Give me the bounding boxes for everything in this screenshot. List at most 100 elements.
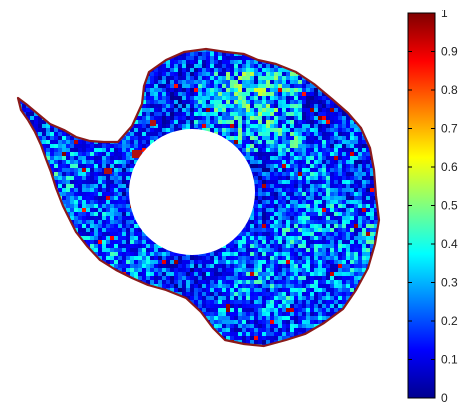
data-pixel [162, 76, 166, 80]
data-pixel [382, 176, 386, 180]
data-pixel [190, 72, 194, 76]
data-pixel [14, 168, 18, 172]
data-pixel [246, 144, 250, 148]
data-pixel [126, 160, 130, 164]
data-pixel [354, 196, 358, 200]
data-pixel [370, 136, 374, 140]
data-pixel [294, 96, 298, 100]
data-pixel [266, 180, 270, 184]
data-pixel [354, 188, 358, 192]
data-pixel [254, 184, 258, 188]
data-pixel [290, 152, 294, 156]
data-pixel [50, 148, 54, 152]
data-pixel [38, 168, 42, 172]
data-pixel [262, 148, 266, 152]
data-pixel [62, 140, 66, 144]
data-pixel [294, 208, 298, 212]
data-pixel [238, 256, 242, 260]
data-pixel [370, 76, 374, 80]
data-pixel [170, 124, 174, 128]
data-pixel [78, 256, 82, 260]
data-pixel [266, 216, 270, 220]
data-pixel [106, 92, 110, 96]
data-pixel [338, 268, 342, 272]
data-pixel [182, 64, 186, 68]
data-pixel [26, 240, 30, 244]
data-pixel [262, 164, 266, 168]
data-pixel [86, 116, 90, 120]
data-pixel [54, 284, 58, 288]
data-pixel [330, 180, 334, 184]
data-pixel [210, 276, 214, 280]
data-pixel [162, 268, 166, 272]
data-pixel [246, 60, 250, 64]
data-pixel [338, 124, 342, 128]
data-pixel [226, 56, 230, 60]
data-pixel [342, 44, 346, 48]
data-pixel [18, 180, 22, 184]
data-pixel [362, 208, 366, 212]
data-pixel [366, 260, 370, 264]
data-pixel [246, 160, 250, 164]
data-pixel [114, 232, 118, 236]
data-pixel [70, 60, 74, 64]
data-pixel [218, 92, 222, 96]
data-pixel [266, 276, 270, 280]
data-pixel [314, 148, 318, 152]
data-pixel [134, 220, 138, 224]
data-pixel [178, 56, 182, 60]
data-pixel [34, 236, 38, 240]
data-pixel [222, 248, 226, 252]
data-pixel [118, 152, 122, 156]
data-pixel [186, 104, 190, 108]
data-pixel [366, 49, 370, 52]
data-pixel [46, 136, 50, 140]
data-pixel [286, 92, 290, 96]
data-pixel [258, 124, 262, 128]
data-pixel [290, 84, 294, 88]
data-pixel [278, 60, 282, 64]
data-pixel [314, 68, 318, 72]
data-pixel [382, 276, 386, 280]
data-pixel [170, 116, 174, 120]
data-pixel [14, 116, 18, 120]
data-pixel [270, 256, 274, 260]
data-pixel [94, 164, 98, 168]
data-pixel [114, 264, 118, 268]
data-pixel [378, 80, 379, 84]
data-pixel [14, 260, 18, 264]
data-pixel [118, 176, 122, 180]
data-pixel [338, 184, 342, 188]
data-pixel [302, 140, 306, 144]
data-pixel [246, 244, 250, 248]
data-pixel [86, 172, 90, 176]
data-pixel [370, 264, 374, 268]
data-pixel [26, 252, 30, 256]
data-pixel [214, 124, 218, 128]
data-pixel [306, 220, 310, 224]
data-pixel [302, 236, 306, 240]
data-pixel [354, 152, 358, 156]
data-pixel [262, 248, 266, 252]
data-pixel [58, 49, 62, 52]
data-pixel [306, 256, 310, 260]
data-pixel [206, 112, 210, 116]
data-pixel [278, 212, 282, 216]
data-pixel [266, 56, 270, 60]
data-pixel [358, 164, 362, 168]
data-pixel [218, 116, 222, 120]
data-pixel [94, 112, 98, 116]
data-pixel [118, 260, 122, 264]
data-pixel [254, 60, 258, 64]
data-pixel [86, 176, 90, 180]
data-pixel [126, 192, 130, 196]
data-pixel [298, 268, 302, 272]
data-pixel [130, 88, 134, 92]
data-pixel [54, 248, 58, 252]
data-pixel [42, 172, 46, 176]
data-pixel [382, 228, 386, 232]
data-pixel [286, 260, 290, 264]
data-pixel [66, 248, 70, 252]
data-pixel [230, 128, 234, 132]
data-pixel [58, 280, 62, 284]
